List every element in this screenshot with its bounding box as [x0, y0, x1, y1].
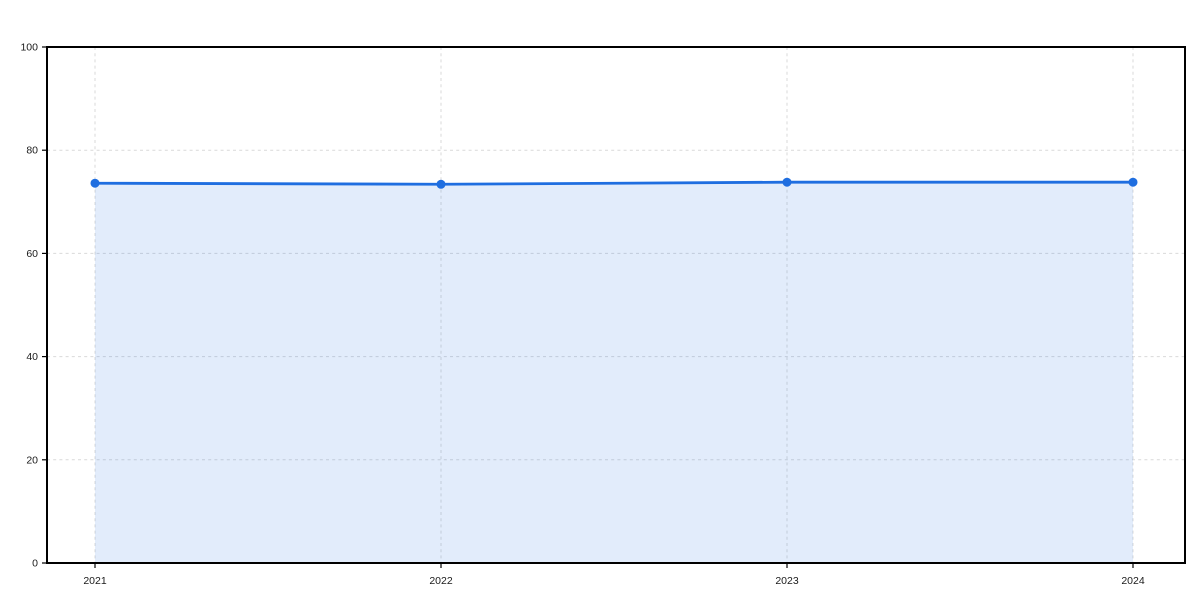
- trend-line: [93, 180, 1135, 186]
- data-point-2022: [436, 179, 446, 189]
- y-tick-label: 20: [26, 454, 38, 466]
- data-point-2021: [90, 178, 100, 188]
- y-tick-label: 100: [20, 42, 38, 54]
- x-tick-label: 2021: [83, 575, 107, 587]
- data-point-2024: [1128, 177, 1138, 187]
- y-tick-label: 80: [26, 145, 38, 157]
- x-tick-label: 2024: [1121, 575, 1145, 587]
- area-fill: [95, 182, 1133, 563]
- plot-border: [46, 46, 1186, 564]
- x-tick-label: 2023: [775, 575, 799, 587]
- data-point-2023: [782, 177, 792, 187]
- y-tick-label: 60: [26, 248, 38, 260]
- y-tick-label: 0: [32, 558, 38, 570]
- y-tick-label: 40: [26, 351, 38, 363]
- x-tick-label: 2022: [429, 575, 453, 587]
